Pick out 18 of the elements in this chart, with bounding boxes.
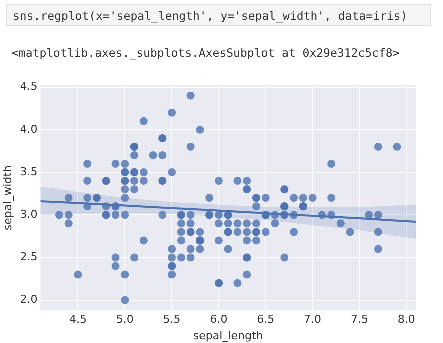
y-tick-label: 3.5: [20, 165, 38, 178]
x-tick-label: 7.5: [350, 313, 368, 326]
y-tick-label: 2.5: [20, 250, 38, 264]
y-tick-label: 4.5: [20, 80, 38, 94]
x-tick-label: 7.0: [304, 313, 322, 326]
y-tick-label: 4.0: [20, 122, 38, 136]
text: <matplotlib.axes._subplots.AxesSubplot at 0x29e312c5cf8>: [12, 46, 400, 60]
x-tick-label: 5.0: [116, 313, 134, 326]
y-tick-label: 3.0: [20, 208, 38, 222]
y-axis-title: sepal_width: [1, 166, 14, 231]
x-tick-label: 4.5: [69, 313, 87, 326]
x-tick-label: 8.0: [398, 313, 416, 326]
y-tick-label: 2.0: [20, 293, 38, 306]
x-tick-label: 5.5: [163, 313, 181, 326]
x-tick-label: 6.0: [210, 313, 228, 326]
text: sns.regplot(x='sepal_length', y='sepal_width', data=iris): [6, 4, 431, 26]
x-axis-title: sepal_length: [193, 329, 264, 342]
x-tick-label: 6.5: [257, 313, 275, 326]
